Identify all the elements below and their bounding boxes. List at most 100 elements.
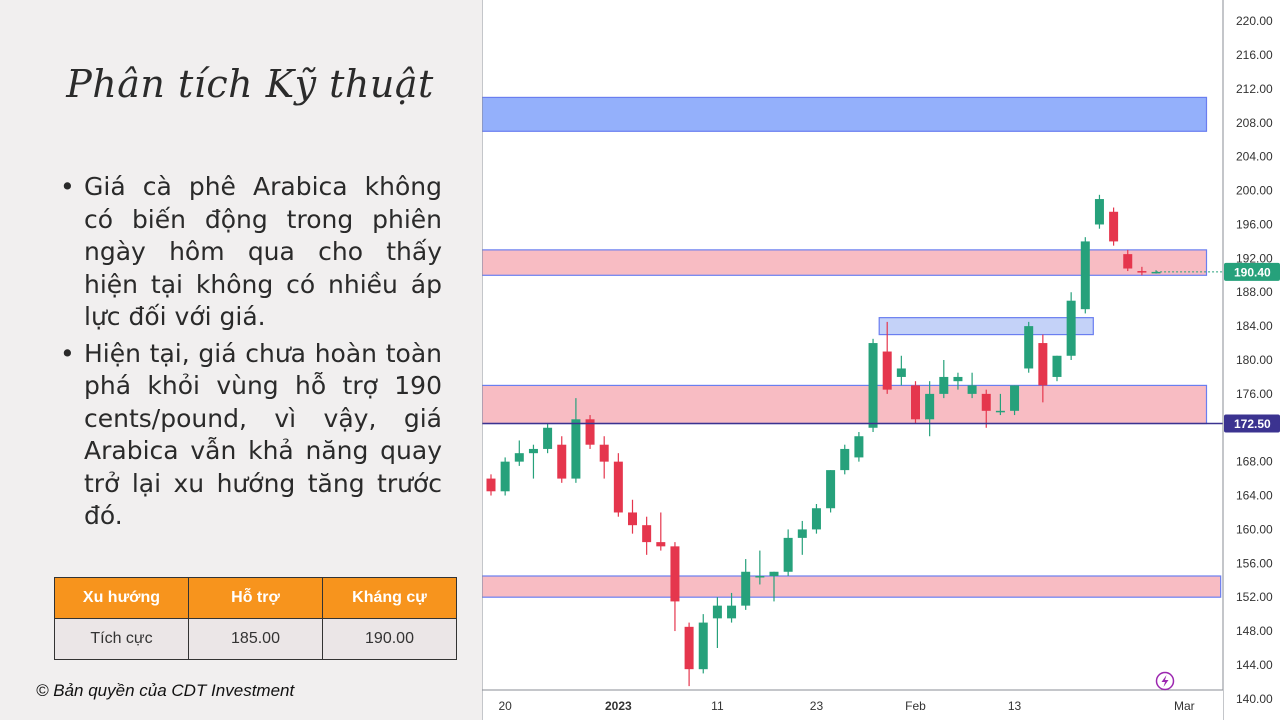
slide-title: Phân tích Kỹ thuật [66, 62, 434, 106]
bullet-text: Hiện tại, giá chưa hoàn toàn phá khỏi vù… [84, 338, 442, 531]
y-tick-label: 152.00 [1236, 590, 1273, 604]
x-tick-label: 23 [810, 699, 824, 713]
cell-resistance: 190.00 [322, 618, 457, 660]
candle-up [967, 385, 977, 394]
lightning-icon [1155, 671, 1175, 691]
y-tick-label: 160.00 [1236, 522, 1273, 536]
candle-up [543, 427, 553, 449]
candle-up [755, 576, 765, 578]
candle-up [741, 571, 751, 606]
last-price-label-text: 190.40 [1234, 265, 1271, 279]
candle-up [854, 436, 864, 458]
y-tick-label: 220.00 [1236, 14, 1273, 28]
y-tick-label: 216.00 [1236, 48, 1273, 62]
bullet-list: • Giá cà phê Arabica không có biến động t… [58, 171, 442, 537]
candle-down [557, 444, 567, 479]
candle-up [1151, 271, 1161, 274]
last-price-label-bg [1224, 262, 1280, 281]
candle-up [727, 605, 737, 619]
overlay-layer [482, 271, 1280, 425]
header-resistance: Kháng cự [322, 577, 457, 619]
zone-red [482, 575, 1222, 598]
bullet-text: Giá cà phê Arabica không có biến động tr… [84, 172, 442, 331]
y-tick-label: 140.00 [1236, 692, 1273, 706]
candle-up [1052, 355, 1062, 377]
candle-up [712, 605, 722, 619]
x-tick-label: 20 [498, 699, 512, 713]
trend-table: Xu hướng Hỗ trợ Kháng cự Tích cực 185.00… [54, 577, 457, 660]
chart-svg[interactable]: 220.00 216.00 212.00 208.00 204.00 200.00 196.… [482, 0, 1280, 720]
candle-up [514, 453, 524, 462]
lightning-icon-bolt [1161, 675, 1169, 687]
candle-up [783, 537, 793, 572]
candle-up [797, 529, 807, 538]
y-tick-label: 156.00 [1236, 556, 1273, 570]
candle-down [670, 546, 680, 602]
axis-layer: 220.00 216.00 212.00 208.00 204.00 200.00 196.… [482, 0, 1280, 720]
y-tick-label: 200.00 [1236, 184, 1273, 198]
zone-blue [482, 96, 1208, 132]
candle-down [1109, 211, 1119, 242]
last-price-label: 190.40 [1224, 262, 1280, 281]
candle-up [571, 419, 581, 479]
header-trend: Xu hướng [54, 577, 189, 619]
y-tick-label: 196.00 [1236, 217, 1273, 231]
candle-up [868, 343, 878, 428]
y-tick-label: 148.00 [1236, 624, 1273, 638]
table-header-row: Xu hướng Hỗ trợ Kháng cự [54, 577, 457, 619]
bullet-dot: • [60, 338, 75, 368]
candle-down [1137, 271, 1147, 273]
candle-up [953, 376, 963, 382]
y-tick-label: 144.00 [1236, 658, 1273, 672]
candle-down [613, 461, 623, 513]
y-tick-label: 184.00 [1236, 319, 1273, 333]
candle-up [811, 508, 821, 530]
y-tick-label: 180.00 [1236, 353, 1273, 367]
price-line-label-text: 172.50 [1234, 417, 1271, 431]
y-tick-label: 188.00 [1236, 285, 1273, 299]
candle-down [585, 419, 595, 445]
candle-up [1094, 199, 1104, 225]
x-tick-label: 2023 [605, 699, 632, 713]
price-chart[interactable]: 220.00 216.00 212.00 208.00 204.00 200.00 196.… [482, 0, 1280, 720]
bullet-dot: • [60, 172, 75, 201]
header-support: Hỗ trợ [188, 577, 323, 619]
zone-red [482, 249, 1208, 276]
cell-support: 185.00 [188, 618, 323, 660]
candle-up [528, 448, 538, 454]
price-line-label: 172.50 [1224, 414, 1280, 433]
candle-down [1123, 254, 1133, 269]
candle-up [925, 393, 935, 420]
x-tick-label: Feb [905, 699, 926, 713]
bullet-item: • Hiện tại, giá chưa hoàn toàn phá khỏi v… [58, 338, 442, 533]
candle-up [995, 410, 1005, 413]
y-tick-label: 164.00 [1236, 489, 1273, 503]
candle-up [769, 571, 779, 576]
candle-down [599, 444, 609, 462]
x-tick-label: 11 [711, 699, 724, 713]
candle-up [826, 470, 836, 509]
candle-up [840, 448, 850, 471]
candle-up [1010, 385, 1020, 411]
time-axis-bg [482, 690, 1223, 720]
copyright-text: © Bản quyền của CDT Investment [36, 681, 295, 700]
price-line-label-bg [1224, 414, 1280, 433]
candle-down [684, 626, 694, 670]
candle-down [628, 512, 637, 526]
price-axis-bg [1223, 0, 1280, 720]
bullet-item: • Giá cà phê Arabica không có biến động t… [58, 171, 442, 334]
zone-red [482, 384, 1208, 425]
candle-down [656, 542, 666, 547]
candle-down [911, 385, 920, 420]
x-tick-label: 13 [1008, 699, 1022, 713]
candle-up [1080, 241, 1090, 310]
candles-layer [486, 194, 1161, 687]
y-tick-label: 204.00 [1236, 150, 1273, 164]
candle-down [1038, 343, 1048, 386]
y-tick-label: 176.00 [1236, 387, 1273, 401]
candle-up [896, 368, 906, 377]
left-panel: Phân tích Kỹ thuật • Giá cà phê Arabica k… [0, 0, 482, 720]
zones-layer [482, 96, 1222, 598]
y-tick-label: 192.00 [1236, 251, 1273, 265]
candle-up [500, 461, 510, 492]
